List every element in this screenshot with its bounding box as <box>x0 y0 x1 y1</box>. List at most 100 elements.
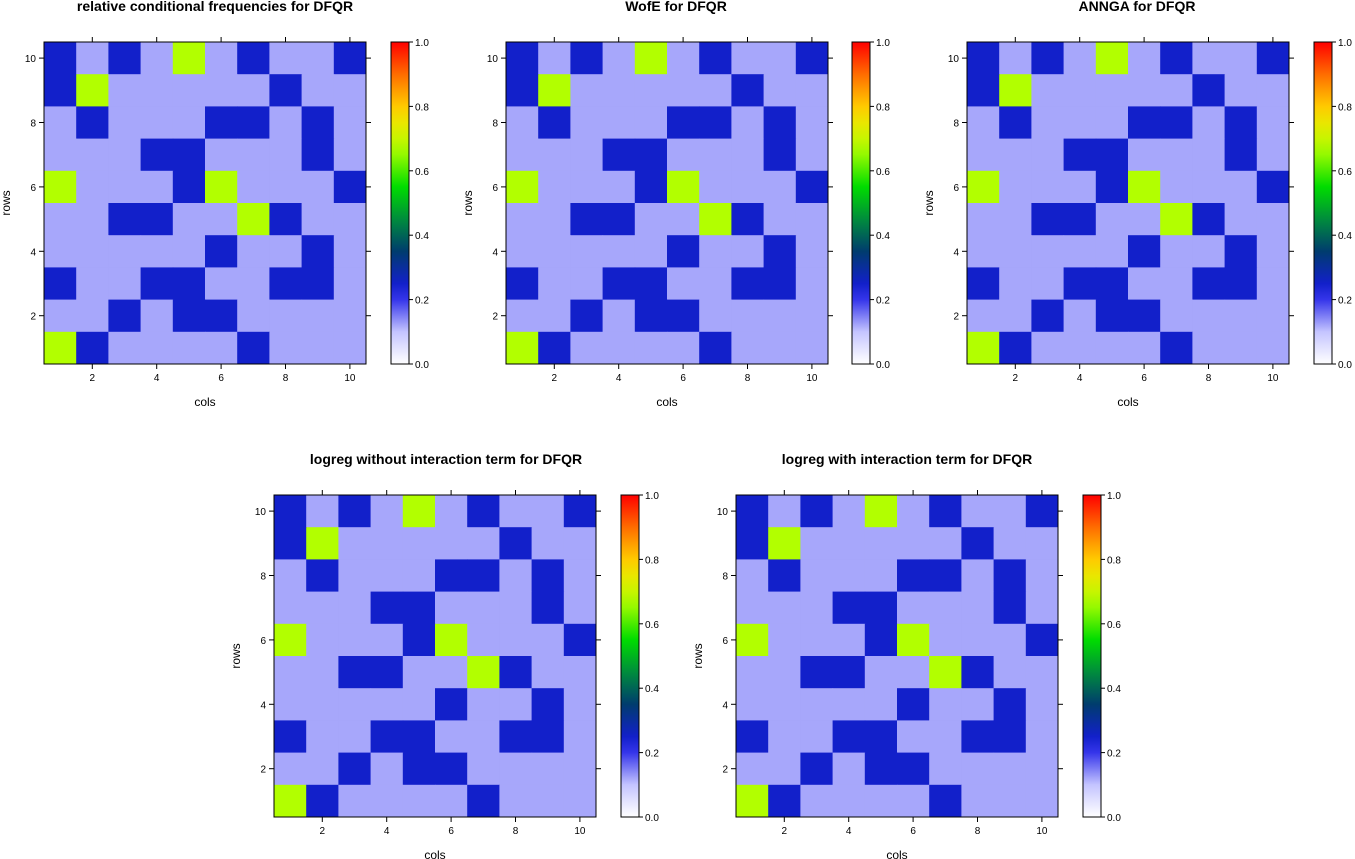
heatmap-cell <box>402 495 436 528</box>
heatmap-cell <box>76 299 109 333</box>
heatmap-cell <box>1095 331 1129 365</box>
heatmap-cell <box>338 623 372 657</box>
heatmap-cell <box>1031 267 1065 301</box>
x-tick-label: 2 <box>552 373 558 384</box>
heatmap-cell <box>435 784 468 818</box>
colorbar-tick-label: 0.6 <box>415 167 429 178</box>
y-tick-label: 8 <box>492 119 498 130</box>
heatmap-cell <box>1256 331 1290 365</box>
colorbar-tick-label: 0.0 <box>645 813 659 824</box>
heatmap-cell <box>435 591 468 625</box>
y-axis-label: rows <box>461 190 475 215</box>
x-tick-label: 10 <box>1267 373 1279 384</box>
heatmap-cell <box>370 591 404 625</box>
y-axis-label: rows <box>229 643 243 668</box>
heatmap-cell <box>1063 42 1097 75</box>
heatmap-cell <box>538 299 571 333</box>
colorbar-tick-label: 0.4 <box>645 684 659 695</box>
heatmap-cell <box>435 559 468 593</box>
heatmap-cell <box>1256 74 1290 107</box>
heatmap-cell <box>205 138 238 172</box>
heatmap-cell <box>768 784 801 818</box>
heatmap-cell <box>172 267 206 301</box>
heatmap-cell <box>832 591 866 625</box>
heatmap-cell <box>1128 203 1161 236</box>
heatmap-cell <box>333 203 367 236</box>
heatmap-cell <box>967 299 1000 333</box>
x-axis-label: cols <box>886 848 907 859</box>
heatmap-cell <box>993 656 1027 689</box>
heatmap-cell <box>435 623 468 657</box>
colorbar-tick-label: 0.8 <box>645 555 659 566</box>
heatmap-cell <box>333 331 367 365</box>
heatmap-cell <box>1224 138 1258 172</box>
heatmap-cell <box>1256 299 1290 333</box>
heatmap-cell <box>602 106 636 140</box>
heatmap-cell <box>864 527 898 560</box>
heatmap-cell <box>499 527 533 560</box>
colorbar-tick-label: 0.4 <box>415 231 429 242</box>
heatmap-cell <box>1160 42 1193 75</box>
heatmap-cell <box>864 784 898 818</box>
heatmap-cell <box>435 752 468 786</box>
heatmap-cell <box>1031 106 1065 140</box>
plot-frame <box>505 41 829 365</box>
heatmap-cell <box>274 623 307 657</box>
heatmap-cell <box>563 623 597 657</box>
heatmap-cell <box>736 752 769 786</box>
colorbar-tick-label: 0.0 <box>1338 360 1352 371</box>
heatmap-cell <box>731 106 765 140</box>
heatmap-cell <box>237 42 270 75</box>
heatmap-cell <box>205 203 238 236</box>
heatmap-cell <box>667 267 700 301</box>
x-tick-label: 2 <box>90 373 96 384</box>
heatmap-cell <box>897 495 930 528</box>
heatmap-cell <box>768 559 801 593</box>
heatmap-cell <box>76 203 109 236</box>
heatmap-cell <box>205 235 238 268</box>
heatmap-cell <box>76 74 109 107</box>
heatmap-cell <box>338 656 372 689</box>
x-tick-label: 6 <box>218 373 224 384</box>
heatmap-cell <box>274 656 307 689</box>
x-tick-label: 10 <box>574 826 586 837</box>
heatmap-cell <box>237 267 270 301</box>
heatmap-cell <box>237 235 270 268</box>
heatmap-cell <box>402 623 436 657</box>
x-tick-label: 4 <box>384 826 390 837</box>
heatmap-cell <box>731 138 765 172</box>
heatmap-cell <box>967 106 1000 140</box>
heatmap-cell <box>370 527 404 560</box>
heatmap-cell <box>531 784 565 818</box>
heatmap-cell <box>1031 74 1065 107</box>
colorbar-tick-label: 1.0 <box>415 38 429 49</box>
heatmap-cell <box>731 267 765 301</box>
heatmap-cell <box>1224 170 1258 204</box>
heatmap-cell <box>205 267 238 301</box>
y-tick-label: 6 <box>260 636 266 647</box>
heatmap-cell <box>1025 623 1059 657</box>
heatmap-cell <box>1192 170 1226 204</box>
heatmap-cell <box>768 656 801 689</box>
heatmap-cell <box>1031 299 1065 333</box>
heatmap-cell <box>1095 299 1129 333</box>
heatmap-cell <box>699 299 732 333</box>
x-tick-label: 2 <box>320 826 326 837</box>
heatmap-cell <box>731 170 765 204</box>
heatmap-cell <box>306 495 339 528</box>
heatmap-cell <box>44 299 77 333</box>
heatmap-cell <box>467 784 500 818</box>
heatmap-cell <box>44 267 77 301</box>
heatmap-panel-1: relative conditional frequencies for DFQ… <box>0 0 429 409</box>
heatmap-cell <box>1095 267 1129 301</box>
heatmap-cell <box>864 656 898 689</box>
heatmap-cell <box>506 331 539 365</box>
x-tick-label: 8 <box>1206 373 1212 384</box>
heatmap-cell <box>506 299 539 333</box>
x-tick-label: 6 <box>448 826 454 837</box>
heatmap-cell <box>993 784 1027 818</box>
heatmap-cell <box>929 527 962 560</box>
heatmap-cell <box>370 495 404 528</box>
y-tick-label: 10 <box>25 54 37 65</box>
heatmap-cell <box>993 495 1027 528</box>
